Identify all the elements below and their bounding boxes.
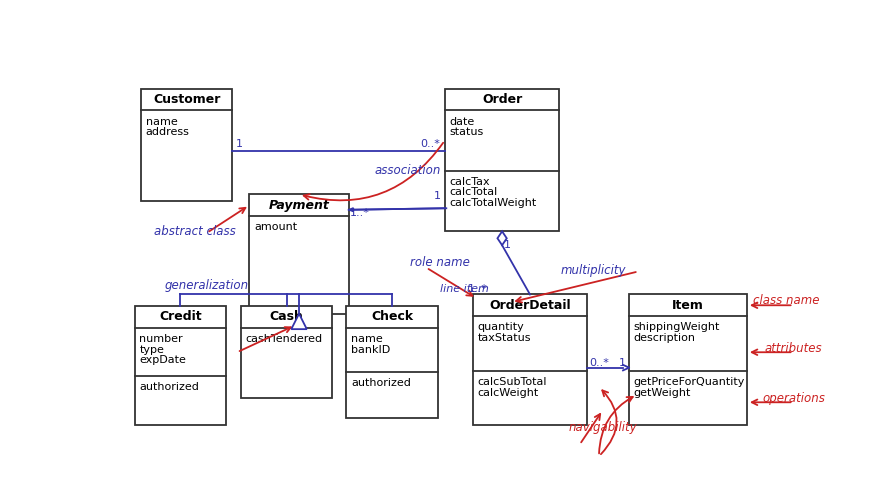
Text: shippingWeight: shippingWeight: [634, 322, 720, 332]
Polygon shape: [349, 208, 353, 212]
Text: Order: Order: [482, 93, 522, 106]
Text: authorized: authorized: [139, 382, 199, 392]
FancyBboxPatch shape: [629, 295, 747, 425]
Text: cashTendered: cashTendered: [245, 334, 323, 344]
FancyBboxPatch shape: [141, 89, 233, 201]
Text: 1..*: 1..*: [468, 284, 488, 294]
Text: number: number: [139, 334, 183, 344]
FancyBboxPatch shape: [135, 306, 227, 425]
Text: Cash: Cash: [269, 310, 303, 324]
Text: abstract class: abstract class: [154, 225, 235, 238]
Text: description: description: [634, 333, 696, 343]
Text: type: type: [139, 344, 164, 354]
Text: 0..*: 0..*: [589, 358, 608, 368]
Text: bankID: bankID: [351, 344, 390, 354]
Text: association: association: [375, 164, 442, 176]
Text: Check: Check: [371, 310, 413, 324]
Text: 0..*: 0..*: [420, 139, 440, 149]
Text: Customer: Customer: [153, 93, 220, 106]
FancyBboxPatch shape: [346, 306, 438, 417]
Text: calcWeight: calcWeight: [477, 388, 539, 398]
Text: amount: amount: [254, 222, 297, 232]
Text: 1: 1: [618, 358, 625, 368]
FancyBboxPatch shape: [241, 306, 333, 399]
Text: role name: role name: [410, 256, 470, 269]
Text: calcTax: calcTax: [450, 176, 490, 187]
Text: 1: 1: [504, 240, 510, 249]
Text: OrderDetail: OrderDetail: [489, 299, 571, 312]
Text: taxStatus: taxStatus: [477, 333, 531, 343]
Polygon shape: [292, 314, 307, 329]
Text: calcTotal: calcTotal: [450, 187, 498, 197]
Text: calcTotalWeight: calcTotalWeight: [450, 198, 537, 208]
FancyBboxPatch shape: [445, 89, 559, 231]
FancyBboxPatch shape: [473, 295, 587, 425]
Text: name: name: [145, 117, 178, 127]
Text: navigability: navigability: [569, 421, 638, 434]
Text: class name: class name: [753, 295, 820, 308]
Text: date: date: [450, 117, 475, 127]
Text: calcSubTotal: calcSubTotal: [477, 377, 547, 387]
Text: line item: line item: [440, 284, 489, 294]
Text: Item: Item: [673, 299, 704, 312]
Text: 1..*: 1..*: [351, 208, 370, 218]
Text: getWeight: getWeight: [634, 388, 691, 398]
Text: getPriceForQuantity: getPriceForQuantity: [634, 377, 745, 387]
Text: Credit: Credit: [159, 310, 202, 324]
Polygon shape: [498, 231, 507, 245]
Text: quantity: quantity: [477, 322, 524, 332]
Text: multiplicity: multiplicity: [561, 264, 626, 277]
Text: expDate: expDate: [139, 355, 186, 365]
Text: 1: 1: [235, 139, 243, 149]
Text: status: status: [450, 127, 483, 137]
Text: operations: operations: [763, 392, 825, 405]
Text: Payment: Payment: [268, 199, 329, 212]
FancyBboxPatch shape: [250, 194, 349, 314]
Text: generalization: generalization: [164, 279, 248, 292]
Text: authorized: authorized: [351, 378, 411, 389]
Text: name: name: [351, 334, 383, 344]
Text: address: address: [145, 127, 189, 137]
Text: attributes: attributes: [764, 342, 822, 355]
Text: 1: 1: [434, 191, 441, 201]
